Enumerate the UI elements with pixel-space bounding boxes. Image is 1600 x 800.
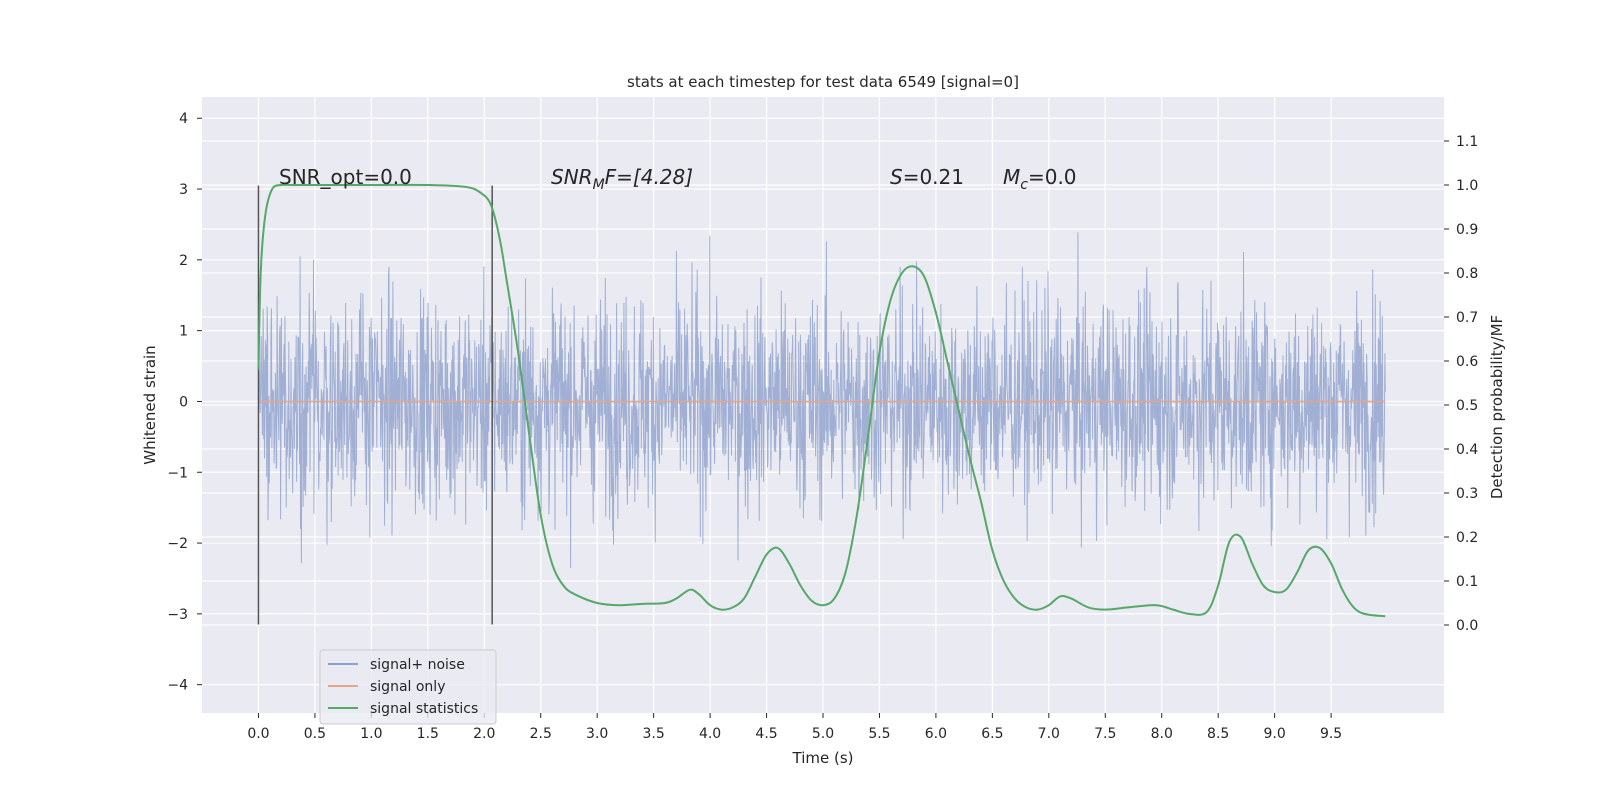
- y-left-tick-label: 1: [179, 324, 188, 340]
- y-right-axis-ticks: 1.1 1.0 0.9 0.8 0.7 0.6 0.5 0.4 0.3 0.2 0.1 0.0: [1444, 134, 1478, 634]
- annotation-mc: Mc=0.0: [1003, 165, 1077, 193]
- y-left-axis-label: Whitened strain: [141, 345, 159, 464]
- annotation-s: S=0.21: [890, 165, 964, 189]
- x-tick-label: 9.0: [1264, 726, 1286, 742]
- snr-mf-rest: F=[4.28]: [605, 165, 693, 189]
- x-tick-label: 2.5: [530, 726, 552, 742]
- y-right-tick-label: 0.5: [1456, 398, 1478, 414]
- y-left-tick-label: 0: [179, 394, 188, 410]
- detection-markers: [257, 185, 493, 625]
- chart-title: stats at each timestep for test data 654…: [627, 73, 1019, 91]
- mc-base: M: [1003, 165, 1020, 189]
- y-left-axis-ticks: 4 3 2 1 0 −1 −2 −3 −4: [167, 111, 202, 694]
- x-tick-label: 5.5: [868, 726, 890, 742]
- x-axis-label: Time (s): [792, 749, 854, 767]
- x-axis-ticks: 0.0 0.5 1.0 1.5 2.0 2.5 3.0 3.5 4.0 4.5 5.0 5.5 6.0 6…: [247, 713, 1342, 742]
- x-tick-label: 2.0: [473, 726, 495, 742]
- y-right-tick-label: 0.7: [1456, 310, 1478, 326]
- x-tick-label: 7.0: [1038, 726, 1060, 742]
- y-right-tick-label: 0.3: [1456, 486, 1478, 502]
- x-tick-label: 0.0: [247, 726, 269, 742]
- y-right-tick-label: 0.2: [1456, 530, 1478, 546]
- legend-label-signal-noise: signal+ noise: [370, 657, 465, 673]
- x-tick-label: 7.5: [1094, 726, 1116, 742]
- signal-statistics-line: [257, 183, 1386, 618]
- mc-value: =0.0: [1028, 165, 1077, 189]
- x-tick-label: 9.5: [1320, 726, 1342, 742]
- x-tick-label: 8.0: [1151, 726, 1173, 742]
- x-tick-label: 4.5: [755, 726, 777, 742]
- x-tick-label: 4.0: [699, 726, 721, 742]
- legend-label-signal-statistics: signal statistics: [370, 701, 478, 717]
- x-tick-label: 3.5: [643, 726, 665, 742]
- x-tick-label: 6.0: [925, 726, 947, 742]
- x-tick-label: 8.5: [1207, 726, 1229, 742]
- y-left-tick-label: −4: [167, 678, 188, 694]
- x-tick-label: 1.0: [360, 726, 382, 742]
- y-right-tick-label: 0.4: [1456, 442, 1478, 458]
- x-tick-label: 3.0: [586, 726, 608, 742]
- y-right-tick-label: 0.8: [1456, 266, 1478, 282]
- x-tick-label: 6.5: [981, 726, 1003, 742]
- y-right-tick-label: 0.6: [1456, 354, 1478, 370]
- signal-noise-line: [258, 232, 1386, 569]
- y-left-tick-label: −3: [167, 607, 188, 623]
- y-right-tick-label: 1.0: [1456, 178, 1478, 194]
- y-right-tick-label: 0.1: [1456, 574, 1478, 590]
- signal-noise-series: [258, 232, 1386, 569]
- snr-mf-sub: M: [593, 177, 605, 193]
- mc-sub: c: [1020, 177, 1028, 193]
- y-left-tick-label: −2: [167, 536, 188, 552]
- y-right-tick-label: 0.9: [1456, 222, 1478, 238]
- y-right-axis-label: Detection probability/MF: [1488, 315, 1506, 499]
- signal-statistics-series: [257, 183, 1386, 618]
- x-tick-label: 5.0: [812, 726, 834, 742]
- y-left-tick-label: 4: [179, 111, 188, 127]
- y-right-tick-label: 1.1: [1456, 134, 1478, 150]
- x-tick-label: 1.5: [417, 726, 439, 742]
- y-left-tick-label: 3: [179, 182, 188, 198]
- snr-mf-base: SNR: [551, 165, 593, 189]
- y-left-tick-label: −1: [167, 465, 188, 481]
- x-tick-label: 0.5: [304, 726, 326, 742]
- legend-label-signal-only: signal only: [370, 679, 445, 695]
- legend: signal+ noise signal only signal statist…: [319, 649, 497, 725]
- s-label: S: [890, 165, 903, 189]
- annotation-snr-opt: SNR_opt=0.0: [279, 165, 412, 189]
- legend-box: [319, 649, 497, 725]
- annotation-snr-mf: SNRMF=[4.28]: [551, 165, 693, 193]
- y-right-tick-label: 0.0: [1456, 618, 1478, 634]
- y-left-tick-label: 2: [179, 253, 188, 269]
- s-value: =0.21: [903, 165, 964, 189]
